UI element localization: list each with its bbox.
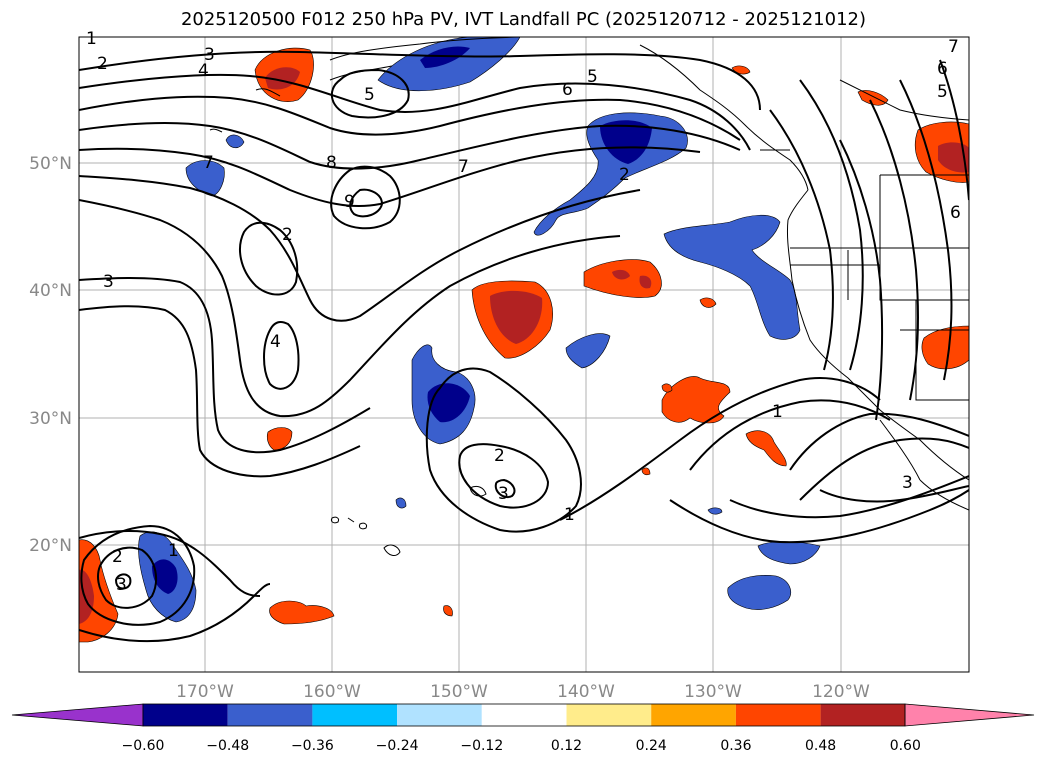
colorbar-tick-label: −0.60 bbox=[122, 738, 165, 754]
contour-label: 7 bbox=[203, 153, 214, 173]
colorbar-frame bbox=[142, 703, 906, 727]
contour-label: 4 bbox=[270, 332, 281, 352]
lon-label: 130°W bbox=[684, 682, 742, 702]
contour-label: 2 bbox=[112, 547, 123, 567]
colorbar-extend-min bbox=[11, 703, 144, 727]
contour-label: 3 bbox=[204, 45, 215, 65]
lon-label: 140°W bbox=[557, 682, 615, 702]
contour-label: 4 bbox=[198, 61, 209, 81]
latitude-labels: 50°N 40°N 30°N 20°N bbox=[29, 154, 72, 556]
colorbar-bin bbox=[227, 704, 313, 726]
contour-label: 7 bbox=[948, 37, 959, 57]
negative-ivt-anomaly bbox=[377, 37, 521, 92]
contour-label: 2 bbox=[494, 446, 505, 466]
colorbar-bin bbox=[651, 704, 736, 726]
lon-label: 170°W bbox=[176, 682, 234, 702]
lat-label: 30°N bbox=[29, 409, 72, 429]
colorbar-tick-label: −0.48 bbox=[206, 738, 249, 754]
ivt-shading bbox=[79, 37, 969, 643]
colorbar-tick-label: −0.36 bbox=[291, 738, 334, 754]
coastlines bbox=[209, 37, 969, 556]
colorbar-tick-label: 0.36 bbox=[720, 738, 751, 754]
lon-label: 160°W bbox=[303, 682, 361, 702]
colorbar-tick-label: −0.12 bbox=[460, 738, 503, 754]
map-title: 2025120500 F012 250 hPa PV, IVT Landfall… bbox=[180, 9, 867, 30]
colorbar-bin bbox=[143, 704, 228, 726]
contour-label: 2 bbox=[97, 54, 108, 74]
colorbar-extend-max bbox=[904, 703, 1035, 727]
colorbar-tick-label: 0.12 bbox=[551, 738, 582, 754]
colorbar-bin bbox=[397, 704, 482, 726]
contour-label: 7 bbox=[458, 157, 469, 177]
contour-label: 1 bbox=[564, 505, 575, 525]
contour-label: 5 bbox=[364, 85, 375, 105]
contour-label: 3 bbox=[116, 575, 127, 595]
contour-label: 1 bbox=[772, 402, 783, 422]
colorbar-bin bbox=[312, 704, 398, 726]
colorbar-bin bbox=[566, 704, 652, 726]
contour-label: 6 bbox=[937, 59, 948, 79]
contour-label: 6 bbox=[950, 203, 961, 223]
longitude-labels: 170°W 160°W 150°W 140°W 130°W 120°W bbox=[176, 682, 870, 702]
contour-label: 3 bbox=[498, 484, 509, 504]
colorbar-tick-label: 0.24 bbox=[636, 738, 667, 754]
contour-label: 2 bbox=[282, 225, 293, 245]
colorbar-bin bbox=[481, 704, 567, 726]
colorbar bbox=[11, 703, 1035, 727]
pv-contours bbox=[79, 50, 969, 643]
contour-label: 5 bbox=[587, 67, 598, 87]
lon-label: 120°W bbox=[812, 682, 870, 702]
contour-label: 6 bbox=[562, 80, 573, 100]
contour-labels: 1 2 3 4 5 6 7 8 9 2 3 4 5 6 7 2 1 2 3 1 … bbox=[86, 29, 961, 595]
colorbar-bin bbox=[735, 704, 821, 726]
map-area bbox=[79, 37, 969, 672]
map-frame bbox=[78, 36, 970, 673]
colorbar-tick-label: 0.60 bbox=[890, 738, 921, 754]
contour-label: 3 bbox=[902, 473, 913, 493]
contour-label: 8 bbox=[326, 153, 337, 173]
contour-label: 1 bbox=[86, 29, 97, 49]
contour-label: 2 bbox=[619, 165, 630, 185]
colorbar-tick-label: 0.48 bbox=[805, 738, 836, 754]
lat-label: 20°N bbox=[29, 536, 72, 556]
lon-label: 150°W bbox=[430, 682, 488, 702]
contour-label: 9 bbox=[344, 192, 355, 212]
colorbar-bin bbox=[820, 704, 906, 726]
lat-label: 50°N bbox=[29, 154, 72, 174]
contour-label: 5 bbox=[937, 82, 948, 102]
colorbar-tick-label: −0.24 bbox=[376, 738, 419, 754]
lat-label: 40°N bbox=[29, 281, 72, 301]
contour-label: 3 bbox=[103, 272, 114, 292]
contour-label: 1 bbox=[168, 541, 179, 561]
colorbar-ticks: −0.60 −0.48 −0.36 −0.24 −0.12 0.12 0.24 … bbox=[122, 738, 921, 754]
